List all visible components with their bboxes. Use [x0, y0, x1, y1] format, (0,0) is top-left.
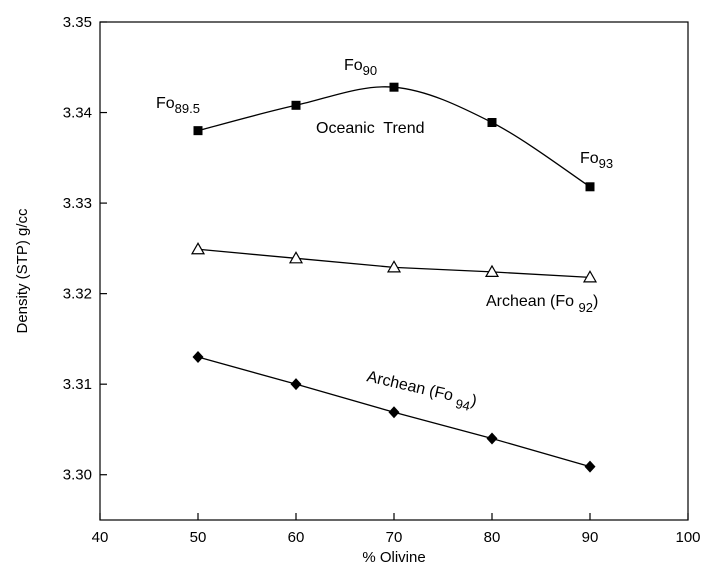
y-axis-title: Density (STP) g/cc [14, 208, 31, 334]
data-point-oceanic-3 [487, 118, 497, 128]
x-tick-label-3: 70 [386, 529, 403, 546]
x-axis-title: % Olivine [362, 549, 425, 566]
y-tick-label-3: 3.33 [63, 195, 92, 212]
data-point-archean94-1 [290, 378, 302, 391]
data-point-oceanic-0 [193, 126, 203, 136]
x-tick-label-6: 100 [675, 529, 700, 546]
y-tick-label-0: 3.30 [63, 467, 92, 484]
x-tick-label-0: 40 [92, 529, 109, 546]
fo-90-label: Fo90 [344, 57, 377, 78]
data-point-oceanic-4 [585, 182, 595, 192]
series-layer [190, 82, 598, 473]
data-point-archean92-4 [582, 270, 598, 283]
data-point-archean92-0 [190, 242, 206, 255]
x-tick-label-5: 90 [582, 529, 599, 546]
data-point-oceanic-2 [389, 82, 399, 92]
fo-89-5-label: Fo89.5 [156, 95, 200, 116]
tick-labels: 40 50 60 70 80 90 100 3.30 3.31 3.32 3.33 3.34 3.35 [63, 14, 701, 546]
axis-ticks [99, 21, 689, 520]
data-point-archean94-2 [388, 406, 400, 419]
data-point-oceanic-1 [291, 100, 301, 110]
data-point-archean94-4 [584, 460, 596, 473]
x-tick-label-4: 80 [484, 529, 501, 546]
y-tick-label-5: 3.35 [63, 14, 92, 31]
data-point-archean92-3 [484, 264, 500, 278]
data-point-archean94-0 [192, 351, 204, 364]
data-point-archean92-2 [386, 260, 402, 273]
y-tick-label-2: 3.32 [63, 286, 92, 303]
data-point-archean94-3 [486, 432, 498, 445]
y-tick-label-4: 3.34 [63, 105, 92, 122]
data-point-archean92-1 [288, 251, 304, 264]
x-tick-label-1: 50 [190, 529, 207, 546]
x-tick-label-2: 60 [288, 529, 305, 546]
oceanic-trend-label: Oceanic Trend [316, 120, 425, 137]
fo-93-label: Fo93 [580, 150, 613, 171]
archean-fo92-label: Archean (Fo 92) [486, 293, 598, 315]
y-tick-label-1: 3.31 [63, 376, 92, 393]
